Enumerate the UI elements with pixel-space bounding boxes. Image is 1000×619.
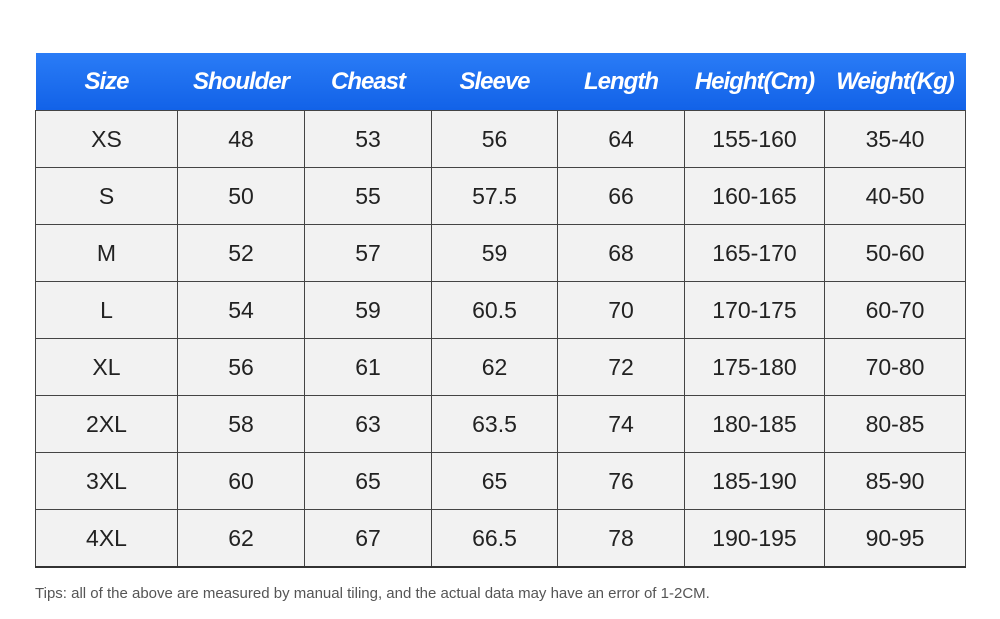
- table-cell: 78: [557, 509, 685, 568]
- table-cell: 165-170: [684, 224, 825, 282]
- table-row: XS 48 53 56 64 155-160 35-40: [35, 110, 966, 168]
- table-cell: 170-175: [684, 281, 825, 339]
- table-cell: 57.5: [431, 167, 558, 225]
- header-cell: Weight(Kg): [824, 53, 966, 111]
- tips-note: Tips: all of the above are measured by m…: [35, 585, 710, 602]
- header-cell: Shoulder: [177, 53, 305, 111]
- table-cell: 54: [177, 281, 305, 339]
- table-cell: S: [35, 167, 178, 225]
- table-cell: XS: [35, 110, 178, 168]
- table-cell: 4XL: [35, 509, 178, 568]
- table-cell: L: [35, 281, 178, 339]
- table-cell: XL: [35, 338, 178, 396]
- table-cell: 40-50: [824, 167, 966, 225]
- table-cell: 60.5: [431, 281, 558, 339]
- table-cell: 190-195: [684, 509, 825, 568]
- table-cell: 59: [431, 224, 558, 282]
- table-row: XL 56 61 62 72 175-180 70-80: [35, 338, 966, 396]
- table-cell: 2XL: [35, 395, 178, 453]
- table-cell: 50: [177, 167, 305, 225]
- table-cell: 61: [304, 338, 432, 396]
- table-cell: 48: [177, 110, 305, 168]
- table-cell: 76: [557, 452, 685, 510]
- table-cell: 59: [304, 281, 432, 339]
- table-cell: 68: [557, 224, 685, 282]
- table-cell: 67: [304, 509, 432, 568]
- table-cell: 60: [177, 452, 305, 510]
- table-row: 3XL 60 65 65 76 185-190 85-90: [35, 452, 966, 510]
- table-cell: 35-40: [824, 110, 966, 168]
- table-cell: 62: [177, 509, 305, 568]
- table-cell: 60-70: [824, 281, 966, 339]
- table-cell: 63: [304, 395, 432, 453]
- size-table: Size Shoulder Cheast Sleeve Length Height(Cm)…: [35, 53, 966, 568]
- header-cell: Length: [557, 53, 685, 111]
- table-cell: 66.5: [431, 509, 558, 568]
- table-cell: 65: [304, 452, 432, 510]
- table-cell: 70: [557, 281, 685, 339]
- table-cell: 62: [431, 338, 558, 396]
- table-cell: 3XL: [35, 452, 178, 510]
- table-cell: 58: [177, 395, 305, 453]
- table-row: S 50 55 57.5 66 160-165 40-50: [35, 167, 966, 225]
- table-cell: 56: [431, 110, 558, 168]
- table-cell: 53: [304, 110, 432, 168]
- table-cell: 180-185: [684, 395, 825, 453]
- header-cell: Size: [35, 53, 178, 111]
- table-cell: 64: [557, 110, 685, 168]
- table-body: XS 48 53 56 64 155-160 35-40 S 50 55 57.5 66 160-165…: [35, 110, 966, 568]
- header-row: Size Shoulder Cheast Sleeve Length Height(Cm)…: [35, 53, 966, 111]
- table-cell: M: [35, 224, 178, 282]
- header-cell: Sleeve: [431, 53, 558, 111]
- table-cell: 50-60: [824, 224, 966, 282]
- table-row: L 54 59 60.5 70 170-175 60-70: [35, 281, 966, 339]
- table-cell: 80-85: [824, 395, 966, 453]
- table-cell: 72: [557, 338, 685, 396]
- table-cell: 185-190: [684, 452, 825, 510]
- table-cell: 160-165: [684, 167, 825, 225]
- table-cell: 70-80: [824, 338, 966, 396]
- table-cell: 66: [557, 167, 685, 225]
- table-cell: 155-160: [684, 110, 825, 168]
- table-cell: 74: [557, 395, 685, 453]
- header-cell: Cheast: [304, 53, 432, 111]
- table-cell: 52: [177, 224, 305, 282]
- header-cell: Height(Cm): [684, 53, 825, 111]
- table-cell: 90-95: [824, 509, 966, 568]
- table-cell: 63.5: [431, 395, 558, 453]
- table-cell: 57: [304, 224, 432, 282]
- table-cell: 56: [177, 338, 305, 396]
- table-cell: 85-90: [824, 452, 966, 510]
- table-cell: 175-180: [684, 338, 825, 396]
- table-row: 2XL 58 63 63.5 74 180-185 80-85: [35, 395, 966, 453]
- table-cell: 65: [431, 452, 558, 510]
- table-row: 4XL 62 67 66.5 78 190-195 90-95: [35, 509, 966, 568]
- table-cell: 55: [304, 167, 432, 225]
- table-row: M 52 57 59 68 165-170 50-60: [35, 224, 966, 282]
